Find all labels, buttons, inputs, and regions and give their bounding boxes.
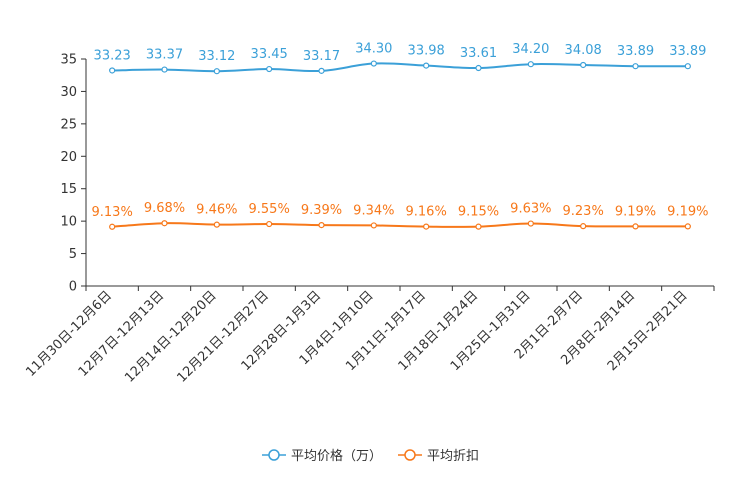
data-label: 9.23% (563, 204, 604, 219)
x-tick-label: 11月30日-12月6日 (23, 288, 115, 380)
data-label: 33.45 (251, 47, 288, 62)
legend-item-2: 平均折扣 (398, 449, 479, 464)
data-label: 9.34% (353, 203, 394, 218)
data-label: 9.16% (406, 205, 447, 220)
y-tick-label: 35 (60, 53, 77, 68)
y-tick-label: 15 (60, 182, 77, 197)
data-point (213, 68, 220, 75)
data-point (527, 220, 534, 227)
x-tick-label: 12月21日-12月27日 (175, 288, 272, 385)
series-line (112, 222, 688, 228)
data-point (266, 65, 273, 73)
data-label: 9.39% (301, 203, 342, 218)
data-label: 9.15% (458, 205, 499, 220)
legend-marker-icon (404, 449, 416, 461)
data-label: 33.37 (146, 48, 183, 63)
data-point (370, 60, 377, 67)
data-point (318, 221, 325, 229)
y-tick-label: 10 (60, 215, 77, 230)
data-point (527, 61, 534, 68)
data-label: 34.30 (355, 42, 392, 57)
data-point (580, 223, 587, 230)
data-point (475, 223, 482, 230)
y-tick-label: 20 (60, 150, 77, 165)
data-label: 9.68% (144, 201, 185, 216)
data-label: 9.63% (510, 202, 551, 217)
data-point (318, 67, 325, 74)
data-label: 9.19% (615, 204, 656, 219)
data-point (109, 67, 116, 74)
data-point (161, 220, 168, 227)
data-point (580, 61, 587, 69)
data-point (423, 223, 430, 230)
series-2: 9.13% 9.68% 9.46% 9.55% 9.39% 9.34% 9.16% 9.15%… (92, 201, 708, 230)
data-point (161, 66, 168, 73)
series-line (112, 62, 688, 73)
data-label: 34.20 (512, 42, 549, 57)
data-label: 9.13% (92, 205, 133, 220)
data-label: 33.23 (94, 48, 131, 63)
x-tick-label: 12月14日-12月20日 (122, 288, 219, 385)
y-tick-label: 25 (60, 117, 77, 132)
legend-item-1: 平均价格（万） (262, 448, 382, 464)
series-layer: 33.23 33.37 33.12 33.45 33.17 34.30 33.98 33.61… (92, 42, 708, 230)
legend-label: 平均折扣 (427, 449, 479, 464)
y-tick-label: 0 (69, 280, 77, 295)
data-point (266, 220, 273, 228)
y-tick-label: 5 (69, 247, 77, 262)
data-label: 33.17 (303, 49, 340, 64)
data-point (423, 62, 430, 69)
data-label: 33.12 (198, 49, 235, 64)
data-point (632, 63, 639, 70)
data-point (684, 223, 691, 230)
data-label: 33.61 (460, 46, 497, 61)
data-label: 9.19% (667, 204, 708, 219)
y-tick-label: 30 (60, 85, 77, 100)
data-point (684, 63, 691, 70)
data-point (109, 223, 116, 230)
series-1: 33.23 33.37 33.12 33.45 33.17 34.30 33.98 33.61… (94, 42, 706, 75)
data-point (632, 223, 639, 230)
data-label: 9.55% (249, 202, 290, 217)
data-label: 9.46% (196, 203, 237, 218)
data-point (213, 221, 220, 228)
data-label: 33.89 (669, 44, 706, 59)
data-label: 33.89 (617, 44, 654, 59)
data-point (475, 64, 482, 72)
legend-label: 平均价格（万） (291, 448, 382, 464)
legend-marker-icon (268, 449, 280, 461)
data-label: 34.08 (565, 43, 602, 58)
data-label: 33.98 (408, 44, 445, 59)
data-point (370, 222, 377, 229)
legend: 平均价格（万） 平均折扣 (262, 448, 479, 464)
